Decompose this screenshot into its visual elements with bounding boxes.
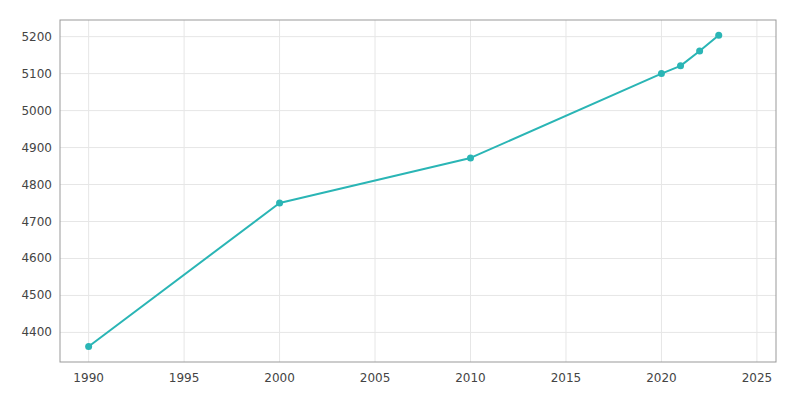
grid-line-x: [470, 20, 471, 362]
grid-line-x: [756, 20, 757, 362]
x-tick-label: 2000: [264, 371, 295, 385]
y-tick-label: 4900: [21, 141, 52, 155]
chart: 1990 1995 2000 2005 2010 2015 2020 2025 4400 4500…: [0, 0, 800, 400]
axes: 1990 1995 2000 2005 2010 2015 2020 2025 4400 4500…: [21, 30, 772, 385]
grid-line-x: [279, 20, 280, 362]
y-tick-label: 4500: [21, 288, 52, 302]
x-tick-label: 2015: [551, 371, 582, 385]
grid: [60, 20, 776, 362]
grid-line-x: [375, 20, 376, 362]
grid-line-x: [184, 20, 185, 362]
x-tick-label: 2025: [742, 371, 773, 385]
point: [85, 343, 92, 350]
series: [85, 32, 722, 350]
point: [276, 200, 283, 207]
y-tick-label: 4800: [21, 178, 52, 192]
point: [715, 32, 722, 39]
y-tick-label: 4700: [21, 215, 52, 229]
grid-line-y: [60, 258, 776, 259]
grid-line-y: [60, 295, 776, 296]
y-tick-label: 4400: [21, 325, 52, 339]
chart-container: 1990 1995 2000 2005 2010 2015 2020 2025 4400 4500…: [0, 0, 800, 400]
plot-area: [60, 20, 776, 362]
grid-line-y: [60, 184, 776, 185]
grid-line-y: [60, 221, 776, 222]
grid-line-y: [60, 110, 776, 111]
grid-line-y: [60, 147, 776, 148]
grid-line-y: [60, 36, 776, 37]
grid-line-x: [565, 20, 566, 362]
point: [467, 154, 474, 161]
x-tick-label: 2020: [646, 371, 677, 385]
y-tick-label: 5100: [21, 67, 52, 81]
x-tick-label: 2005: [360, 371, 391, 385]
point: [658, 70, 665, 77]
y-tick-label: 5200: [21, 30, 52, 44]
grid-line-y: [60, 73, 776, 74]
point: [677, 62, 684, 69]
point: [696, 48, 703, 55]
grid-line-y: [60, 332, 776, 333]
line: [89, 35, 719, 346]
grid-line-x: [88, 20, 89, 362]
y-tick-label: 4600: [21, 251, 52, 265]
y-tick-label: 5000: [21, 104, 52, 118]
plot-frame: [60, 20, 776, 362]
x-tick-label: 1990: [73, 371, 104, 385]
x-tick-label: 1995: [169, 371, 200, 385]
x-tick-label: 2010: [455, 371, 486, 385]
